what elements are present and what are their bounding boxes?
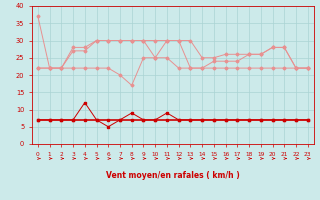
X-axis label: Vent moyen/en rafales ( km/h ): Vent moyen/en rafales ( km/h ) (106, 171, 240, 180)
